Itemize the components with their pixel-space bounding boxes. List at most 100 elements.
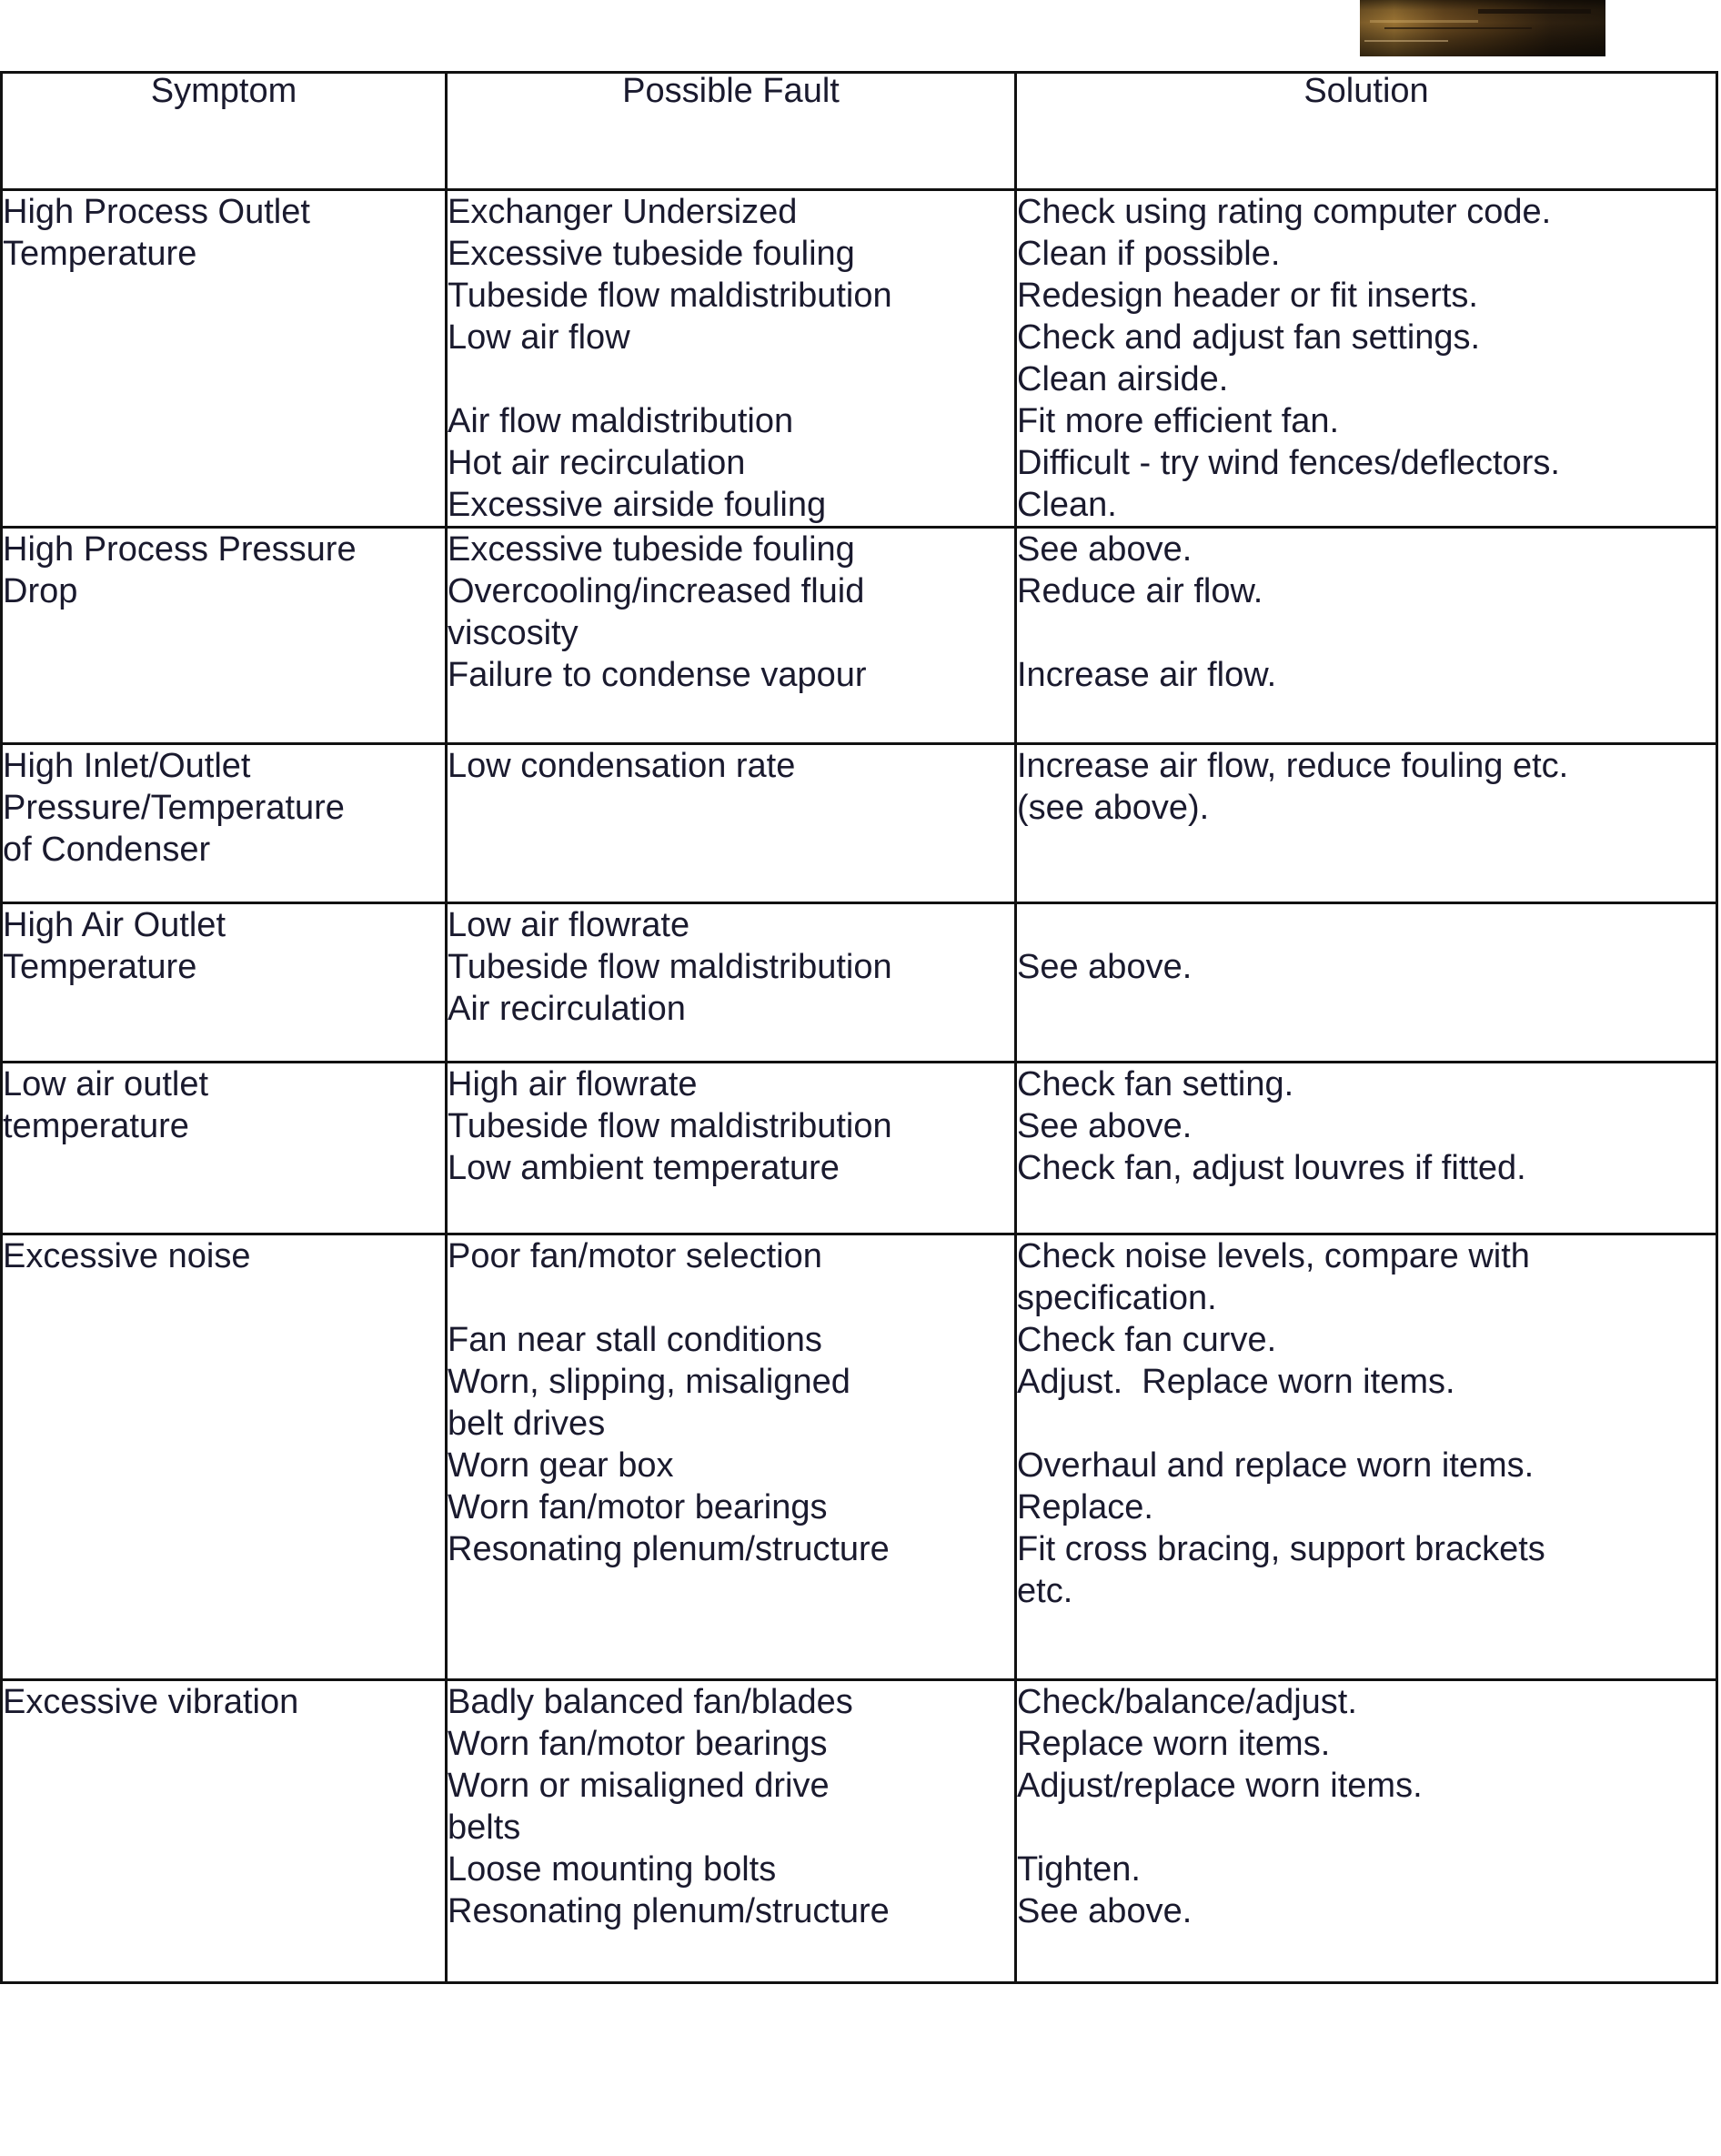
cell-line: Excessive vibration (3, 1683, 299, 1721)
cell-line: Excessive noise (3, 1237, 251, 1275)
cell-line: Reduce air flow. (1017, 572, 1263, 610)
cell-line: Adjust. Replace worn items. (1017, 1363, 1455, 1401)
cell-line: Low ambient temperature (448, 1149, 840, 1187)
cell-possible-fault: Badly balanced fan/blades Worn fan/motor … (445, 1678, 1017, 1984)
cell-symptom: Excessive vibration (0, 1678, 448, 1984)
cell-solution: Check using rating computer code. Clean i… (1014, 188, 1718, 529)
photo-streak (1369, 20, 1478, 23)
spacer-line (1017, 904, 1716, 946)
cell-solution: Check noise levels, compare with specific… (1014, 1233, 1718, 1681)
cell-line: Exchanger Undersized (448, 193, 798, 231)
cell-line: Tubeside flow maldistribution (448, 1107, 892, 1145)
cell-line: Overhaul and replace worn items. (1017, 1446, 1535, 1485)
cell-line: High Process Pressure (3, 530, 357, 569)
cell-line: Overcooling/increased fluid (448, 572, 865, 610)
cell-possible-fault: Low condensation rate (445, 742, 1017, 904)
photo-streak (1364, 40, 1449, 42)
cell-line: Check using rating computer code. (1017, 193, 1552, 231)
cell-line: Temperature (3, 948, 197, 986)
cell-line: Clean. (1017, 486, 1117, 524)
cell-line: Resonating plenum/structure (448, 1530, 890, 1568)
cell-line: Increase air flow. (1017, 656, 1277, 694)
cell-line: specification. (1017, 1279, 1217, 1317)
cell-line: Check fan setting. (1017, 1065, 1294, 1103)
column-header-symptom: Symptom (0, 71, 448, 191)
table-row: Excessive noise Poor fan/motor selection … (0, 1233, 1718, 1681)
cell-symptom: Low air outlet temperature (0, 1061, 448, 1235)
cell-line: Adjust/replace worn items. (1017, 1767, 1423, 1805)
cell-line: Pressure/Temperature (3, 789, 345, 827)
dark-landscape-photo-fragment (1360, 0, 1605, 56)
cell-line: Increase air flow, reduce fouling etc. (1017, 747, 1569, 785)
table-header: Symptom Possible Fault Solution (0, 71, 1718, 191)
cell-line: Check/balance/adjust. (1017, 1683, 1357, 1721)
cell-solution: See above. (1014, 902, 1718, 1063)
cell-line: Fit cross bracing, support brackets (1017, 1530, 1545, 1568)
cell-line: Low air flow (448, 318, 630, 357)
spacer-line (1017, 1807, 1716, 1849)
cell-line: Check noise levels, compare with (1017, 1237, 1530, 1275)
cell-line: Check fan, adjust louvres if fitted. (1017, 1149, 1526, 1187)
cell-line: See above. (1017, 1107, 1193, 1145)
cell-line: Clean if possible. (1017, 235, 1281, 273)
cell-line: See above. (1017, 530, 1193, 569)
table-row: Low air outlet temperature High air flowra… (0, 1061, 1718, 1235)
cell-line: Clean airside. (1017, 360, 1229, 398)
table-row: High Air Outlet Temperature Low air flowra… (0, 902, 1718, 1063)
table-row: High Process Pressure Drop Excessive tubes… (0, 526, 1718, 745)
cell-symptom: High Air Outlet Temperature (0, 902, 448, 1063)
cell-line: Air flow maldistribution (448, 402, 794, 440)
cell-line: Tubeside flow maldistribution (448, 277, 892, 315)
cell-line: Worn fan/motor bearings (448, 1488, 828, 1526)
table-header-row: Symptom Possible Fault Solution (0, 71, 1718, 191)
spacer-line (448, 358, 1014, 400)
cell-line: High Inlet/Outlet (3, 747, 251, 785)
cell-solution: See above. Reduce air flow. Increase air … (1014, 526, 1718, 745)
cell-line: Low air flowrate (448, 906, 690, 944)
cell-symptom: Excessive noise (0, 1233, 448, 1681)
cell-solution: Check/balance/adjust. Replace worn items.… (1014, 1678, 1718, 1984)
cell-line: Worn fan/motor bearings (448, 1725, 828, 1763)
cell-solution: Increase air flow, reduce fouling etc. (s… (1014, 742, 1718, 904)
cell-symptom: High Process Outlet Temperature (0, 188, 448, 529)
spacer-line (1017, 612, 1716, 654)
cell-line: Replace. (1017, 1488, 1153, 1526)
cell-solution: Check fan setting. See above. Check fan, a… (1014, 1061, 1718, 1235)
cell-line: Air recirculation (448, 990, 686, 1028)
cell-line: Check and adjust fan settings. (1017, 318, 1481, 357)
cell-line: High Air Outlet (3, 906, 226, 944)
cell-line: viscosity (448, 614, 579, 652)
cell-possible-fault: Exchanger Undersized Excessive tubeside f… (445, 188, 1017, 529)
cell-line: Badly balanced fan/blades (448, 1683, 853, 1721)
cell-line: Loose mounting bolts (448, 1850, 777, 1889)
table-row: High Process Outlet Temperature Exchanger … (0, 188, 1718, 529)
cell-line: Difficult - try wind fences/deflectors. (1017, 444, 1560, 482)
cell-line: Fan near stall conditions (448, 1321, 822, 1359)
cell-line: High Process Outlet (3, 193, 310, 231)
cell-line: Worn or misaligned drive (448, 1767, 830, 1805)
cell-line: Failure to condense vapour (448, 656, 867, 694)
cell-line: Poor fan/motor selection (448, 1237, 822, 1275)
cell-line: Worn, slipping, misaligned (448, 1363, 850, 1401)
column-header-solution: Solution (1014, 71, 1718, 191)
cell-possible-fault: Low air flowrate Tubeside flow maldistrib… (445, 902, 1017, 1063)
cell-possible-fault: High air flowrate Tubeside flow maldistri… (445, 1061, 1017, 1235)
photo-streak (1384, 27, 1532, 29)
table-body: High Process Outlet Temperature Exchanger … (0, 188, 1718, 1984)
cell-line: Check fan curve. (1017, 1321, 1277, 1359)
cell-line: Low air outlet (3, 1065, 209, 1103)
cell-line: High air flowrate (448, 1065, 698, 1103)
table-row: High Inlet/Outlet Pressure/Temperature of … (0, 742, 1718, 904)
spacer-line (448, 1277, 1014, 1319)
cell-line: Tubeside flow maldistribution (448, 948, 892, 986)
cell-line: Excessive tubeside fouling (448, 530, 855, 569)
cell-line: See above. (1017, 1892, 1193, 1930)
cell-symptom: High Process Pressure Drop (0, 526, 448, 745)
cell-line: etc. (1017, 1572, 1073, 1610)
cell-possible-fault: Excessive tubeside fouling Overcooling/in… (445, 526, 1017, 745)
cell-line: Redesign header or fit inserts. (1017, 277, 1478, 315)
troubleshooting-table: Symptom Possible Fault Solution High Pro… (0, 71, 1718, 1984)
column-header-possible-fault: Possible Fault (445, 71, 1017, 191)
cell-line: temperature (3, 1107, 189, 1145)
photo-streak (1477, 9, 1591, 14)
